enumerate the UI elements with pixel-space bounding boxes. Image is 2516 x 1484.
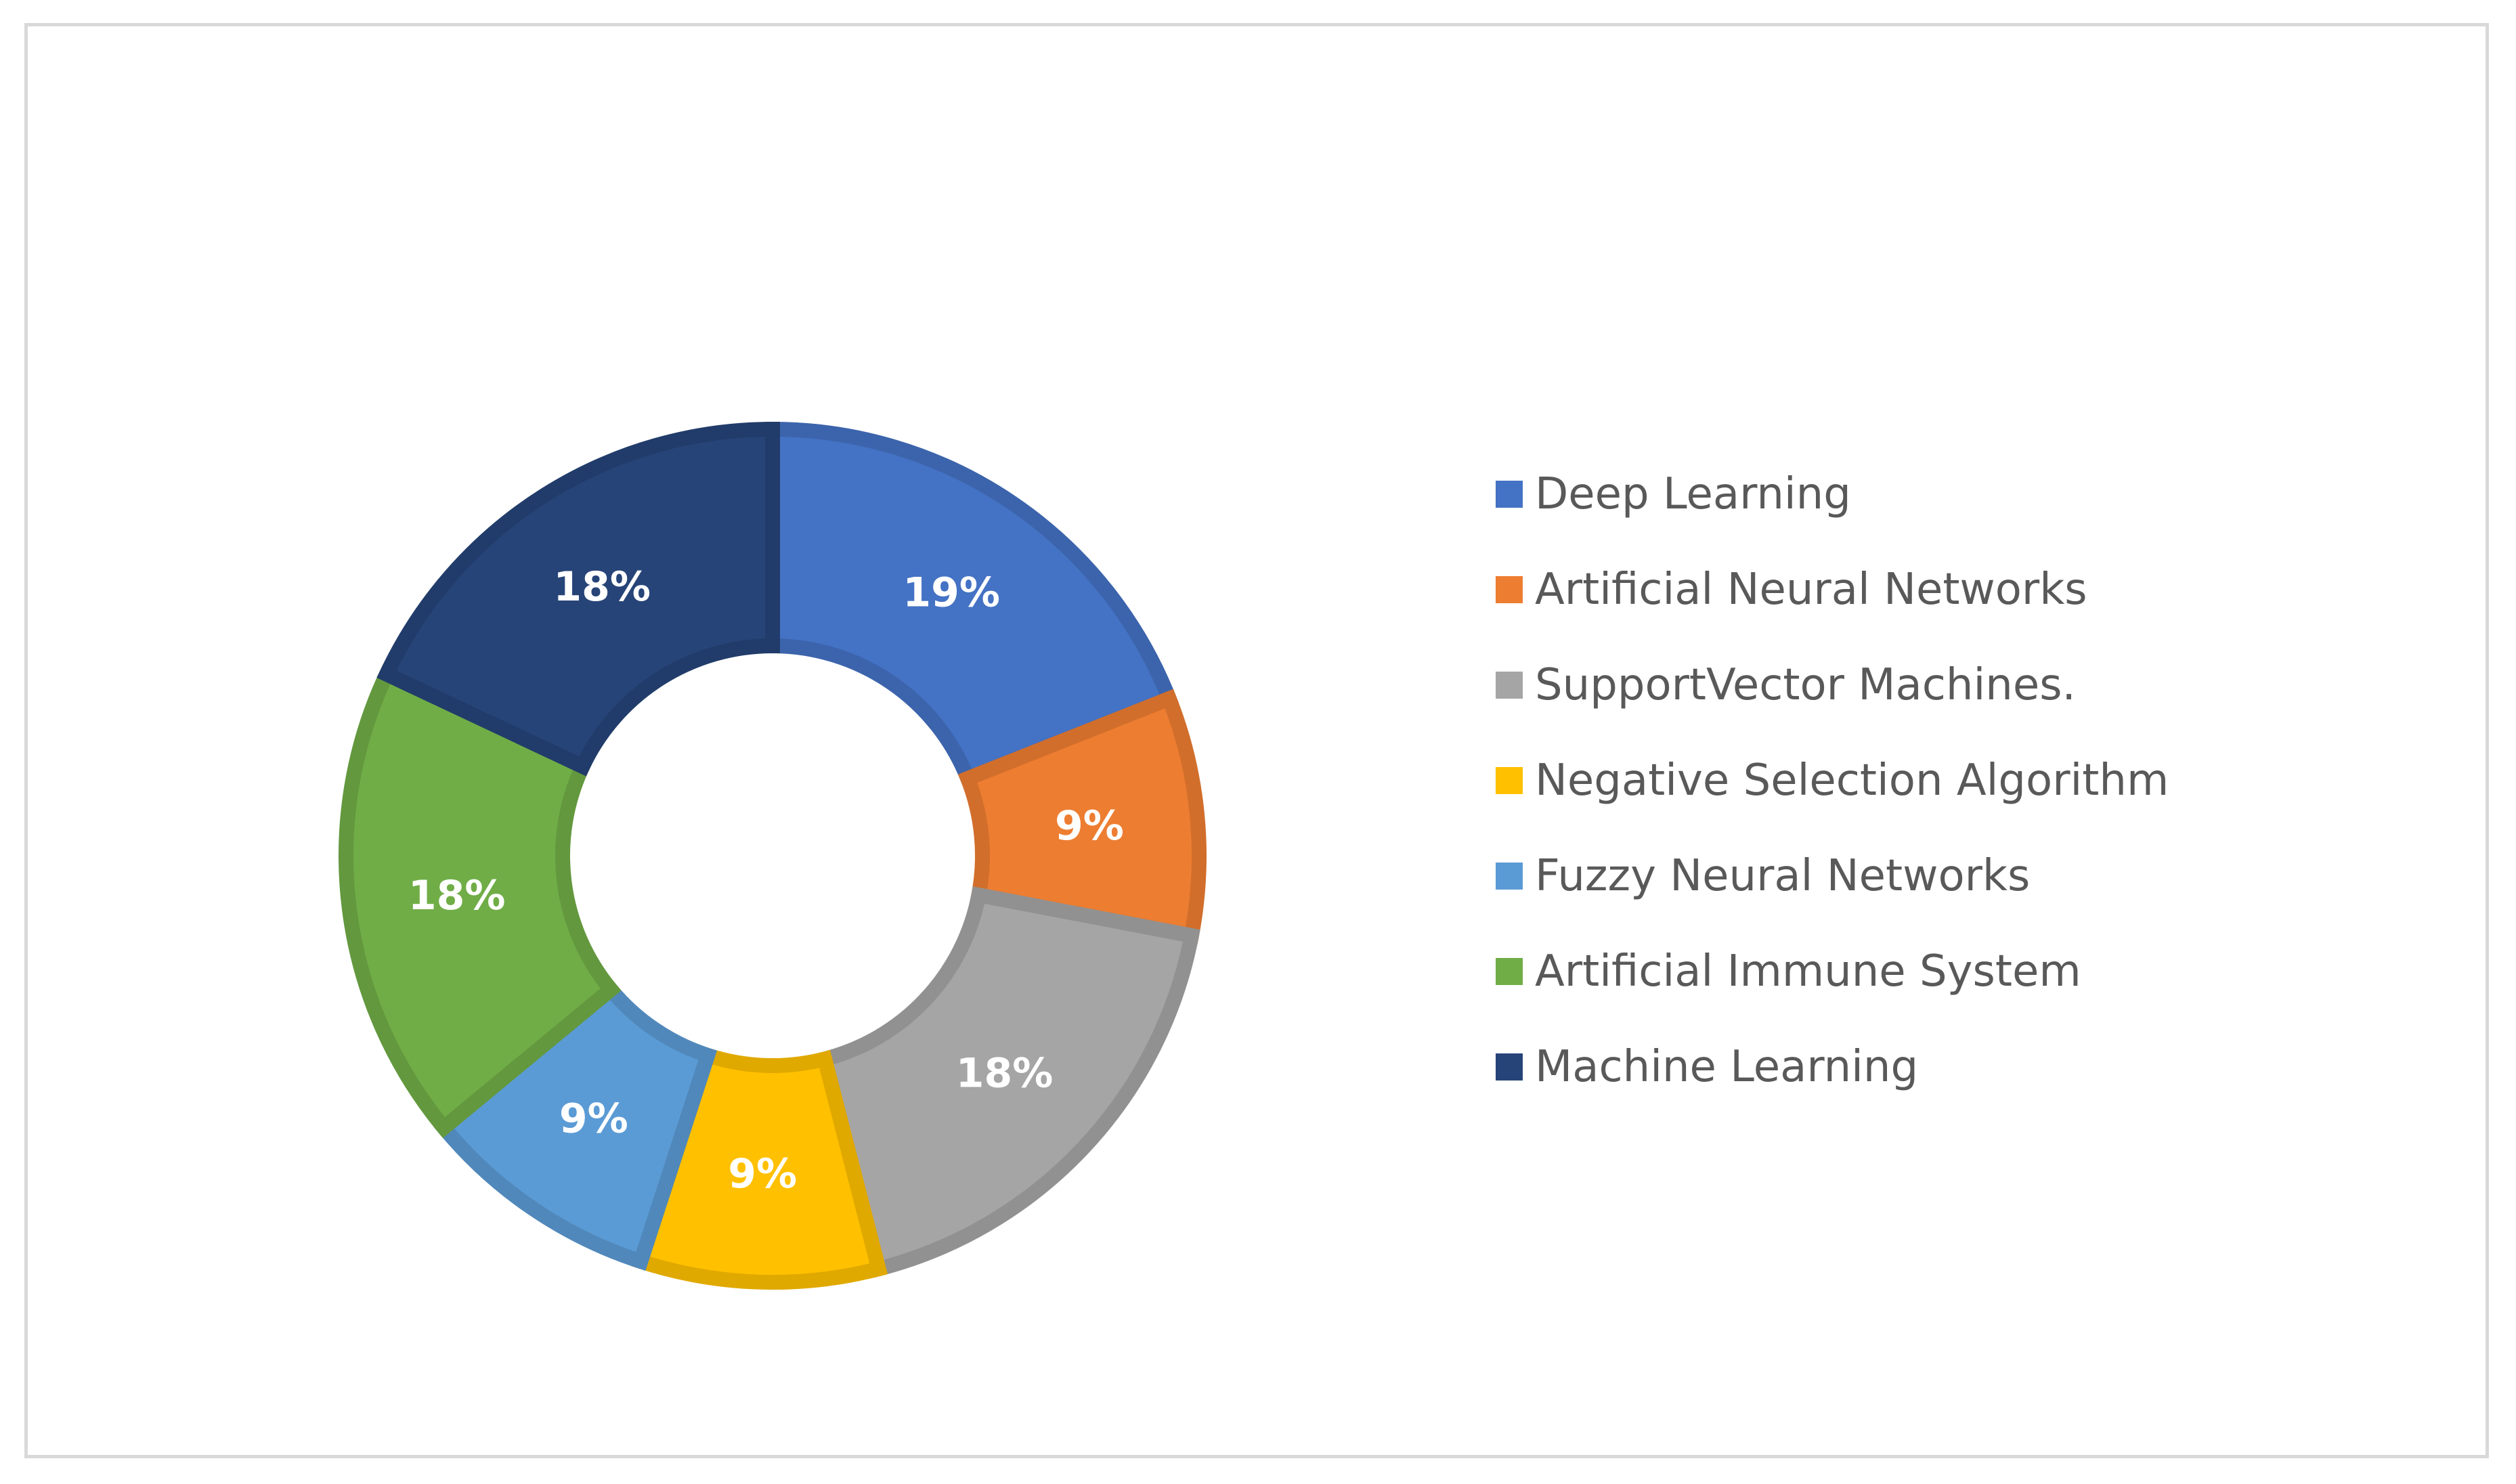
legend-item-4: Fuzzy Neural Networks	[1496, 828, 2169, 923]
slice-data-label-0: 19%	[903, 569, 1000, 616]
slice-data-label-5: 18%	[408, 872, 506, 919]
slice-data-label-6: 18%	[553, 563, 651, 611]
legend-swatch	[1496, 671, 1523, 699]
legend-item-5: Artificial Immune System	[1496, 923, 2169, 1019]
legend-label: Artificial Immune System	[1535, 946, 2081, 997]
donut-slice-2	[815, 886, 1200, 1278]
slice-data-label-1: 9%	[1055, 802, 1124, 850]
legend-item-2: SupportVector Machines.	[1496, 637, 2169, 733]
legend-swatch	[1496, 957, 1523, 985]
legend-label: Artificial Neural Networks	[1535, 564, 2087, 615]
legend-label: Deep Learning	[1535, 468, 1851, 519]
legend-swatch	[1496, 480, 1523, 508]
slice-data-label-3: 9%	[728, 1150, 797, 1198]
donut-slice-1	[957, 689, 1207, 944]
legend-swatch	[1496, 1053, 1523, 1081]
legend-item-6: Machine Learning	[1496, 1019, 2169, 1114]
donut-slice-5	[339, 664, 622, 1139]
legend-item-3: Negative Selection Algorithm	[1496, 733, 2169, 828]
chart-frame: 19% 9% 18% 9% 9% 18% 18% Deep Learning Artifici…	[24, 23, 2489, 1458]
legend-swatch	[1496, 862, 1523, 890]
donut-slice-4	[433, 979, 718, 1271]
legend-label: Machine Learning	[1535, 1041, 1919, 1092]
legend: Deep Learning Artificial Neural Networks S…	[1496, 446, 2169, 1114]
legend-swatch	[1496, 766, 1523, 794]
legend-swatch	[1496, 575, 1523, 603]
legend-label: SupportVector Machines.	[1535, 659, 2076, 710]
legend-label: Fuzzy Neural Networks	[1535, 850, 2031, 901]
donut-slice-0	[765, 421, 1179, 789]
slice-data-label-2: 18%	[956, 1050, 1054, 1097]
legend-item-0: Deep Learning	[1496, 446, 2169, 542]
legend-label: Negative Selection Algorithm	[1535, 755, 2169, 806]
donut-chart: 19% 9% 18% 9% 9% 18% 18%	[339, 421, 1207, 1290]
slice-data-label-4: 9%	[559, 1095, 628, 1143]
donut-slice-3	[631, 1045, 888, 1290]
legend-item-1: Artificial Neural Networks	[1496, 542, 2169, 637]
donut-slice-6	[376, 421, 780, 777]
